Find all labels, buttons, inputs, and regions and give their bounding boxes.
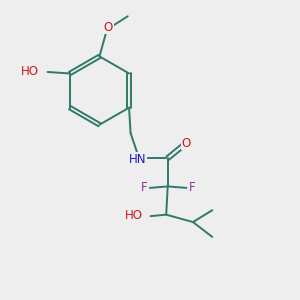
Text: O: O — [182, 136, 191, 149]
Text: HO: HO — [21, 64, 39, 78]
Text: O: O — [104, 21, 113, 34]
Text: HO: HO — [124, 209, 142, 222]
Text: F: F — [189, 182, 195, 194]
Text: F: F — [141, 182, 148, 194]
Text: HN: HN — [129, 153, 147, 166]
